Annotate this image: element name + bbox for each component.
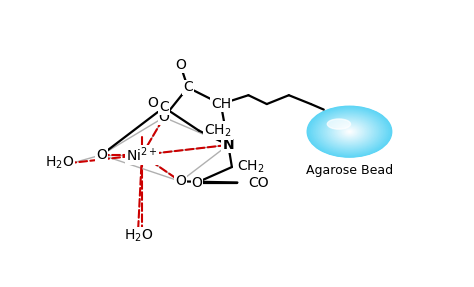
Text: Agarose Bead: Agarose Bead	[306, 164, 393, 177]
Text: C: C	[183, 80, 193, 94]
Circle shape	[332, 121, 367, 142]
Circle shape	[323, 116, 375, 147]
Circle shape	[337, 125, 362, 139]
Circle shape	[308, 107, 391, 157]
Circle shape	[324, 117, 375, 147]
Circle shape	[343, 128, 356, 135]
Circle shape	[310, 108, 389, 155]
Circle shape	[314, 110, 385, 153]
Circle shape	[312, 109, 387, 154]
Circle shape	[310, 108, 390, 156]
Circle shape	[344, 128, 355, 135]
Circle shape	[328, 119, 371, 145]
Circle shape	[336, 123, 364, 140]
Text: O: O	[96, 148, 107, 162]
Circle shape	[313, 110, 385, 153]
Text: Ni$^{2+}$: Ni$^{2+}$	[126, 146, 158, 164]
Circle shape	[340, 126, 359, 137]
Circle shape	[318, 113, 381, 151]
Circle shape	[333, 122, 365, 141]
Circle shape	[328, 119, 371, 144]
Circle shape	[319, 113, 381, 150]
Text: CH: CH	[211, 97, 231, 111]
Circle shape	[316, 111, 383, 152]
Text: O: O	[147, 96, 158, 110]
Text: N: N	[222, 138, 234, 152]
Text: CO: CO	[248, 176, 269, 189]
Circle shape	[338, 125, 361, 138]
Circle shape	[336, 124, 363, 140]
Circle shape	[345, 129, 354, 134]
Circle shape	[348, 131, 351, 133]
Circle shape	[329, 119, 370, 144]
Circle shape	[346, 130, 352, 133]
Circle shape	[333, 121, 366, 142]
Circle shape	[335, 123, 364, 141]
Circle shape	[313, 110, 386, 154]
Circle shape	[307, 106, 392, 157]
Circle shape	[323, 116, 376, 148]
Circle shape	[347, 130, 352, 133]
Circle shape	[319, 113, 380, 150]
Circle shape	[315, 111, 384, 152]
Circle shape	[341, 127, 358, 137]
Circle shape	[316, 112, 383, 152]
Circle shape	[337, 124, 362, 139]
Circle shape	[342, 127, 356, 136]
Circle shape	[330, 120, 368, 143]
Circle shape	[317, 112, 382, 151]
Circle shape	[320, 114, 378, 149]
Circle shape	[326, 118, 373, 146]
Text: CH$_2$: CH$_2$	[237, 159, 265, 175]
Circle shape	[311, 108, 388, 155]
Text: O: O	[158, 110, 169, 124]
Text: H$_2$O: H$_2$O	[124, 228, 153, 244]
Text: H$_2$O: H$_2$O	[45, 154, 74, 171]
Text: O: O	[191, 176, 202, 189]
Text: CH$_2$: CH$_2$	[204, 122, 232, 139]
Circle shape	[346, 129, 353, 134]
Circle shape	[349, 131, 350, 132]
Circle shape	[331, 121, 368, 143]
Circle shape	[334, 122, 365, 141]
Circle shape	[326, 117, 374, 146]
Circle shape	[327, 118, 372, 145]
Circle shape	[339, 126, 359, 137]
Circle shape	[320, 114, 379, 150]
Text: O: O	[175, 58, 186, 72]
Circle shape	[321, 115, 378, 149]
Circle shape	[325, 117, 374, 146]
Circle shape	[342, 127, 357, 136]
Circle shape	[309, 107, 390, 156]
Circle shape	[339, 125, 360, 138]
Ellipse shape	[327, 119, 350, 129]
Circle shape	[322, 115, 377, 148]
Text: O: O	[175, 174, 186, 188]
Circle shape	[330, 120, 369, 144]
Text: C: C	[159, 100, 169, 114]
Circle shape	[311, 109, 387, 154]
Circle shape	[345, 129, 355, 135]
